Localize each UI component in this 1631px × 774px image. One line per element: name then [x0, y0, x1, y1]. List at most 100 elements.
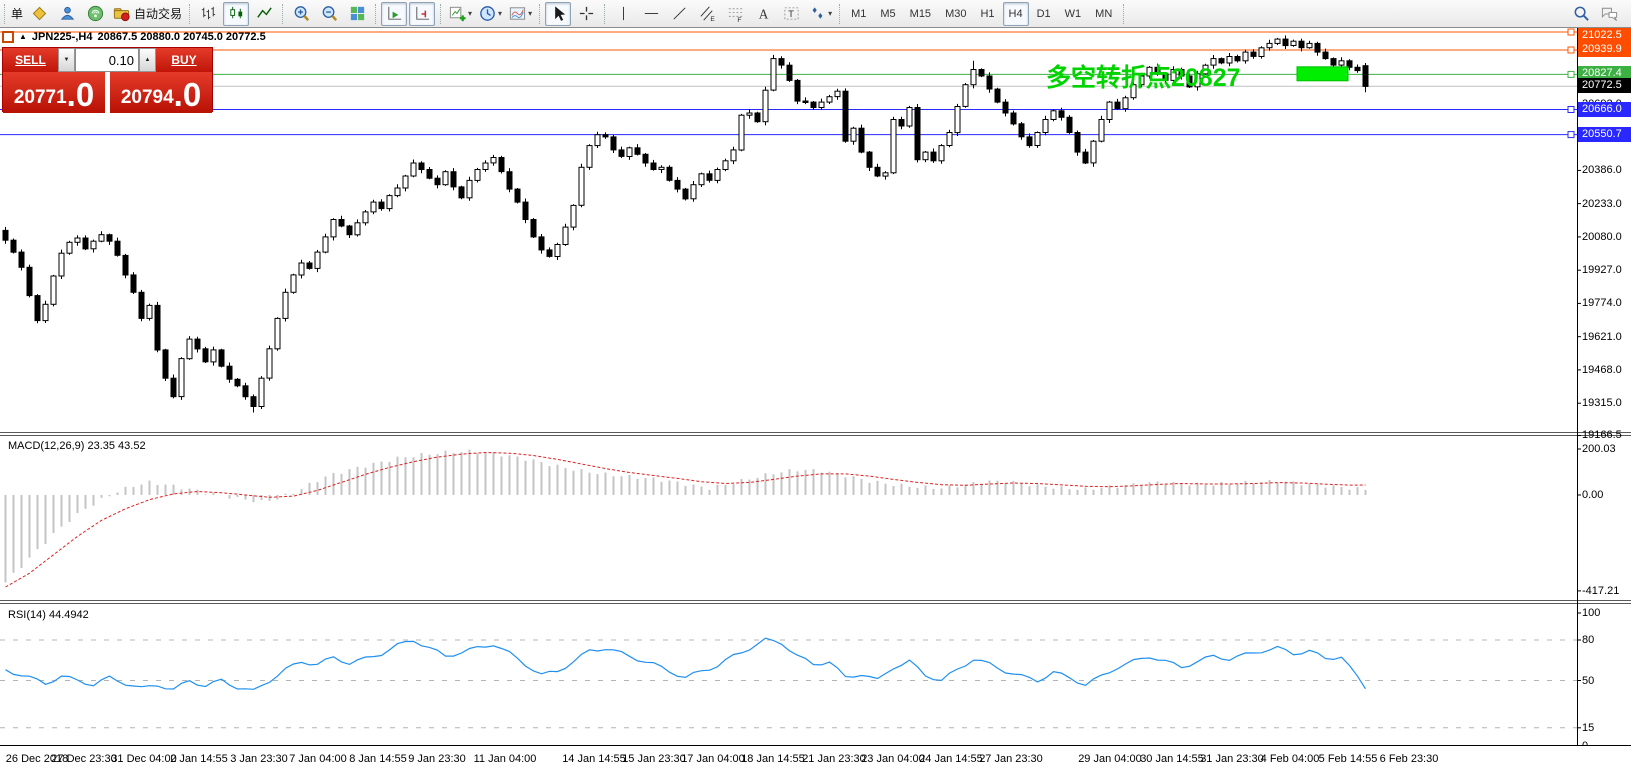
level-line-anchor[interactable] — [1567, 131, 1575, 139]
volume-increase-button[interactable]: ▲ — [139, 48, 156, 72]
svg-text:T: T — [788, 9, 794, 20]
price-tick-label: 20233.0 — [1582, 198, 1622, 210]
vertical-line-button[interactable] — [610, 2, 636, 26]
bars-chart-icon — [199, 4, 218, 23]
cursor-button[interactable] — [545, 1, 572, 26]
auto-scroll-icon — [385, 4, 404, 23]
timeframe-M5[interactable]: M5 — [874, 2, 901, 26]
dropdown-arrow-icon: ▾ — [528, 9, 533, 18]
highlight-box[interactable] — [1296, 66, 1349, 82]
panel-collapse-toggle[interactable]: ▲ — [19, 32, 27, 41]
level-line-anchor[interactable] — [1567, 106, 1575, 113]
timeframe-label: M1 — [851, 7, 867, 20]
time-tick-label: 27 Dec 23:30 — [51, 753, 117, 765]
tile-windows-button[interactable] — [344, 2, 370, 26]
dropdown-arrow-icon: ▾ — [468, 9, 473, 18]
dropdown-arrow-icon: ▾ — [498, 9, 503, 18]
turning-point-annotation[interactable]: 多空转折点20827 — [1046, 64, 1241, 92]
search-button[interactable] — [1568, 2, 1594, 26]
new-order-button[interactable] — [26, 2, 52, 26]
timeframe-D1[interactable]: D1 — [1031, 2, 1057, 26]
fibonacci-button[interactable]: F — [722, 2, 748, 26]
timeframe-label: D1 — [1036, 7, 1051, 20]
candlestick-chart-button[interactable] — [223, 1, 250, 26]
volume-input[interactable] — [75, 48, 139, 72]
button-label: 自动交易 — [134, 7, 183, 21]
ask-price[interactable]: 20794.0 — [110, 72, 212, 113]
level-line-anchor[interactable] — [1567, 46, 1575, 54]
candlesticks — [2, 35, 1369, 413]
up-arrow-icon: ▲ — [144, 57, 151, 63]
autotrading-icon — [112, 4, 131, 23]
timeframe-label: H1 — [980, 7, 995, 20]
chart-shift-button[interactable] — [409, 1, 436, 26]
auto-scroll-button[interactable] — [381, 1, 408, 26]
toolbar-grip — [189, 3, 191, 24]
time-tick-label: 2 Jan 14:55 — [170, 753, 228, 765]
horizontal-line-button[interactable] — [638, 2, 664, 26]
level-line-anchor[interactable] — [1567, 70, 1575, 78]
toolbar-grip — [282, 3, 284, 24]
vertical-line-icon — [614, 4, 633, 23]
horizontal-line-icon — [642, 4, 661, 23]
price-level-label: 20939.9 — [1578, 42, 1631, 57]
periods-button[interactable]: ▾ — [476, 2, 504, 26]
rsi-tick-label: 100 — [1582, 607, 1601, 619]
line-chart-icon — [255, 4, 274, 23]
time-tick-label: 7 Jan 04:00 — [289, 753, 347, 765]
time-tick-label: 4 Feb 04:00 — [1260, 753, 1320, 765]
sell-button[interactable]: SELL — [3, 48, 58, 72]
time-tick-label: 24 Jan 14:55 — [919, 753, 983, 765]
price-level-label: 20550.7 — [1578, 127, 1631, 142]
timeframe-label: M15 — [909, 7, 932, 20]
zoom-out-button[interactable] — [316, 2, 342, 26]
rsi-tick-label: 15 — [1582, 722, 1595, 734]
trade-prices-row: 20771.0 20794.0 — [3, 72, 212, 113]
templates-button[interactable]: ▾ — [506, 2, 534, 26]
volume-decrease-button[interactable]: ▼ — [58, 48, 75, 72]
timeframe-M1[interactable]: M1 — [845, 2, 872, 26]
macd-tick-label: 200.03 — [1582, 443, 1616, 455]
signals-button[interactable] — [82, 2, 108, 26]
macd-signal-line — [5, 451, 1366, 588]
chat-button[interactable] — [1596, 2, 1622, 26]
price-level-label: 20827.4 — [1578, 66, 1631, 81]
time-axis[interactable]: 26 Dec 2018 27 Dec 23:30 31 Dec 04:00 2 Jan… — [0, 746, 1631, 774]
one-click-trading-panel: SELL ▼ ▲ BUY 20771.0 20794.0 — [2, 47, 213, 113]
zoom-in-button[interactable] — [288, 2, 314, 26]
equidistant-channel-button[interactable]: E — [694, 2, 720, 26]
time-tick-label: 30 Jan 14:55 — [1140, 753, 1204, 765]
bid-price[interactable]: 20771.0 — [3, 72, 105, 113]
time-tick-label: 23 Jan 04:00 — [861, 753, 925, 765]
indicators-button[interactable]: ▾ — [446, 2, 474, 26]
toolbar-grip — [440, 3, 442, 24]
text-button[interactable]: A — [750, 2, 776, 26]
level-line-anchor[interactable] — [1567, 28, 1575, 36]
price-tick-label: 19468.0 — [1582, 364, 1622, 376]
timeframe-M15[interactable]: M15 — [904, 2, 937, 26]
price-level-label: 20772.5 — [1578, 78, 1631, 93]
time-tick-label: 31 Jan 23:30 — [1200, 753, 1264, 765]
market-watch-button[interactable] — [54, 2, 80, 26]
rsi-tick-label: 80 — [1582, 634, 1595, 646]
trendline-button[interactable] — [666, 2, 692, 26]
arrows-button[interactable]: ▾ — [806, 2, 834, 26]
bars-chart-button[interactable] — [195, 2, 221, 26]
price-chart-canvas[interactable] — [0, 28, 1631, 746]
price-axis[interactable]: 20993.520845.020692.020539.020386.020233… — [1578, 28, 1631, 774]
timeframe-MN[interactable]: MN — [1089, 2, 1118, 26]
autotrading-button[interactable]: 自动交易 — [110, 2, 184, 26]
text-label-button[interactable]: T — [778, 2, 804, 26]
buy-button[interactable]: BUY — [156, 48, 212, 72]
crosshair-button[interactable] — [573, 2, 599, 26]
timeframe-H4[interactable]: H4 — [1002, 1, 1029, 26]
line-chart-button[interactable] — [251, 2, 277, 26]
rsi-tick-label: 50 — [1582, 675, 1595, 687]
timeframe-M30[interactable]: M30 — [939, 2, 972, 26]
price-tick-label: 19774.0 — [1582, 297, 1622, 309]
timeframe-H1[interactable]: H1 — [974, 2, 1000, 26]
svg-text:E: E — [710, 16, 715, 23]
timeframe-W1[interactable]: W1 — [1059, 2, 1088, 26]
toolbar-grip — [539, 3, 541, 24]
toolbar-grip — [375, 3, 377, 24]
